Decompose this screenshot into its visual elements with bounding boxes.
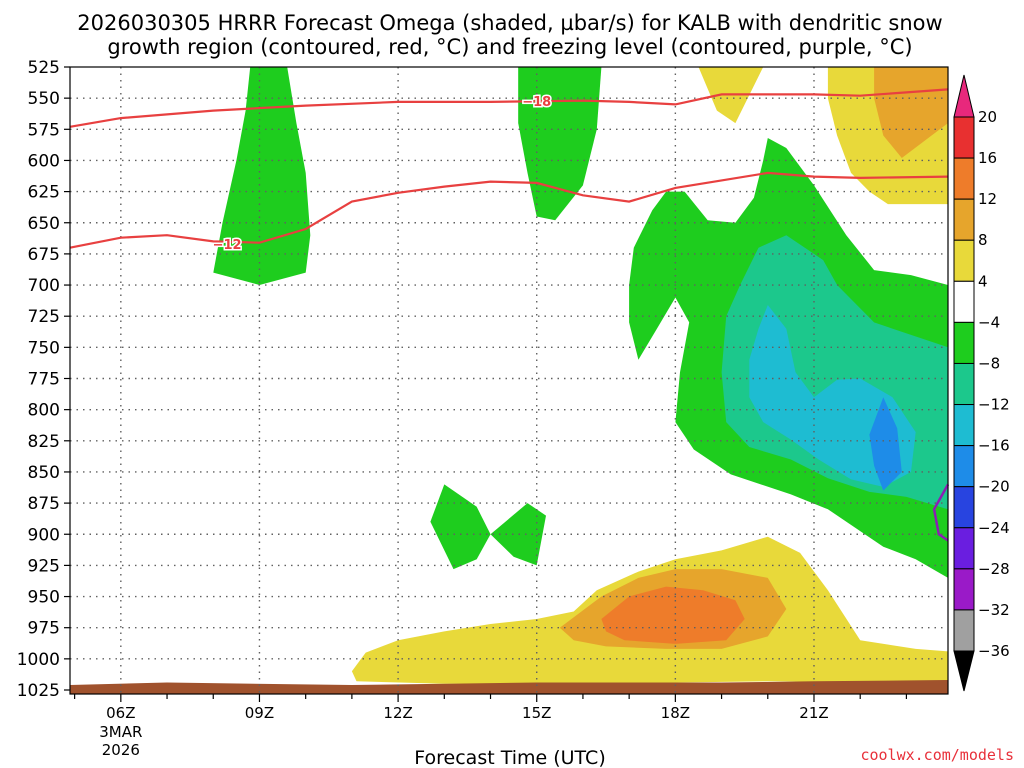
colorbar-swatch bbox=[953, 445, 975, 488]
colorbar-swatch bbox=[953, 486, 975, 529]
grid-lines bbox=[70, 67, 948, 694]
colorbar-label: −12 bbox=[978, 396, 1010, 414]
x-tick-label: 09Z bbox=[245, 704, 274, 722]
y-tick-label: 675 bbox=[28, 245, 60, 265]
colorbar: 20 16 12 8 4 −4 −8 −12 −16 −20 −24 −28 −32 −36 bbox=[953, 74, 1010, 692]
omega-region-minus20 bbox=[869, 397, 902, 491]
colorbar-label: −4 bbox=[978, 313, 1000, 331]
contour-label: −18 bbox=[522, 95, 551, 110]
x-tick-label: 06Z bbox=[106, 704, 135, 722]
omega-region-15z bbox=[518, 67, 602, 221]
y-tick-label: 1025 bbox=[17, 681, 60, 701]
x-tick-label: 18Z bbox=[661, 704, 690, 722]
colorbar-swatch bbox=[953, 157, 975, 200]
y-tick-label: 925 bbox=[28, 556, 60, 576]
y-tick-label: 1000 bbox=[17, 650, 60, 670]
colorbar-swatch bbox=[953, 404, 975, 447]
colorbar-swatch bbox=[953, 198, 975, 241]
colorbar-label: −28 bbox=[978, 560, 1010, 578]
y-tick-label: 650 bbox=[28, 214, 60, 234]
y-tick-label: 725 bbox=[28, 307, 60, 327]
colorbar-label: 8 bbox=[978, 231, 988, 249]
plot-frame bbox=[69, 66, 949, 695]
contour-label: −12 bbox=[213, 238, 242, 253]
colorbar-label: 20 bbox=[978, 108, 997, 126]
isotherm-minus12-line bbox=[69, 171, 949, 249]
freezing-level-line bbox=[932, 483, 950, 542]
omega-shading bbox=[70, 67, 948, 694]
colorbar-swatch bbox=[953, 568, 975, 611]
omega-region-14z-left bbox=[430, 484, 491, 570]
omega-region-09z bbox=[213, 67, 311, 285]
credit-text: coolwx.com/models bbox=[860, 746, 1014, 764]
omega-region-14z-right bbox=[490, 503, 546, 566]
colorbar-label: −24 bbox=[978, 519, 1010, 537]
colorbar-swatch bbox=[953, 321, 975, 364]
y-tick-label: 975 bbox=[28, 619, 60, 639]
x-axis-label: Forecast Time (UTC) bbox=[414, 747, 605, 768]
colorbar-label: −32 bbox=[978, 601, 1010, 619]
y-tick-label: 900 bbox=[28, 525, 60, 545]
y-tick-label: 750 bbox=[28, 338, 60, 358]
x-tick-label: 15Z bbox=[522, 704, 551, 722]
colorbar-label: 4 bbox=[978, 272, 988, 290]
y-tick-label: 800 bbox=[28, 401, 60, 421]
y-tick-label: 600 bbox=[28, 151, 60, 171]
y-tick-label: 700 bbox=[28, 276, 60, 296]
colorbar-label: −16 bbox=[978, 437, 1010, 455]
y-tick-label: 825 bbox=[28, 432, 60, 452]
y-tick-label: 550 bbox=[28, 89, 60, 109]
y-tick-label: 850 bbox=[28, 463, 60, 483]
colorbar-swatch bbox=[953, 280, 975, 323]
colorbar-label: −20 bbox=[978, 478, 1010, 496]
colorbar-swatch bbox=[953, 609, 975, 652]
y-tick-label: 625 bbox=[28, 183, 60, 203]
y-tick-label: 525 bbox=[28, 58, 60, 78]
contour-lines: −18 −12 bbox=[69, 66, 950, 695]
colorbar-label: 12 bbox=[978, 190, 997, 208]
colorbar-swatch bbox=[953, 239, 975, 282]
colorbar-swatch bbox=[953, 116, 975, 159]
colorbar-top-arrow bbox=[953, 74, 975, 118]
colorbar-label: −36 bbox=[978, 642, 1010, 660]
isotherm-minus18-line bbox=[69, 88, 949, 128]
y-axis: 525 550 575 600 625 650 675 700 725 750 775 800 825 8… bbox=[17, 58, 70, 701]
y-tick-label: 575 bbox=[28, 120, 60, 140]
colorbar-bottom-arrow bbox=[953, 650, 975, 692]
colorbar-swatch bbox=[953, 527, 975, 570]
y-tick-label: 875 bbox=[28, 494, 60, 514]
colorbar-label: −8 bbox=[978, 354, 1000, 372]
x-tick-label: 12Z bbox=[383, 704, 412, 722]
x-tick-sublabel: 2026 bbox=[102, 741, 140, 759]
x-tick-sublabel: 3MAR bbox=[99, 723, 142, 741]
colorbar-label: 16 bbox=[978, 149, 997, 167]
omega-region-low-12 bbox=[601, 586, 745, 644]
x-tick-label: 21Z bbox=[799, 704, 828, 722]
y-tick-label: 775 bbox=[28, 370, 60, 390]
chart-title-line2: growth region (contoured, red, °C) and f… bbox=[107, 35, 912, 59]
colorbar-swatch bbox=[953, 362, 975, 406]
chart-title-line1: 2026030305 HRRR Forecast Omega (shaded, … bbox=[77, 11, 942, 35]
y-tick-label: 950 bbox=[28, 588, 60, 608]
terrain-band bbox=[70, 680, 948, 694]
